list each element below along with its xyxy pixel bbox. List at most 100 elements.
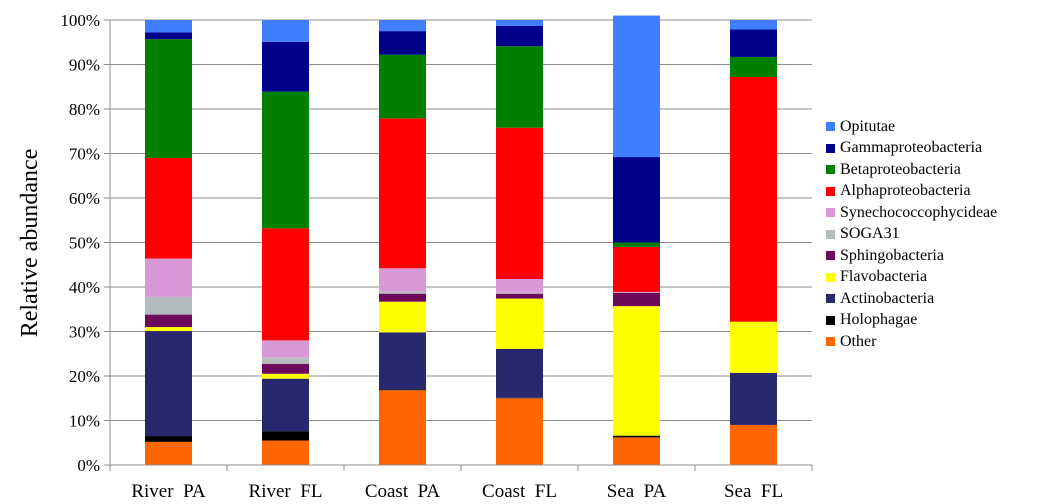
- x-category-labels: River PA River FL Coast PA Coast FL Sea PA Se…: [131, 481, 783, 502]
- legend-swatch: [826, 337, 835, 346]
- grid-lines: [110, 20, 812, 421]
- bar-segment-synechococcophycideae: [145, 259, 192, 297]
- bar-segment-holophagae: [613, 436, 660, 438]
- bar-segment-holophagae: [379, 389, 426, 390]
- legend-label: Actinobacteria: [840, 290, 934, 308]
- legend-swatch: [826, 230, 835, 239]
- bar-segment-opitutae: [496, 20, 543, 26]
- bar-segment-soga31: [262, 357, 309, 364]
- x-category-label: River FL: [249, 481, 323, 502]
- bar-segment-gammaproteobacteria: [262, 42, 309, 92]
- y-tick-label: 70%: [69, 145, 100, 164]
- bar-segment-alphaproteobacteria: [496, 128, 543, 279]
- legend-swatch: [826, 251, 835, 260]
- legend-item: Alphaproteobacteria: [826, 181, 997, 203]
- bar-segment-other: [262, 441, 309, 465]
- x-category-label: Sea FL: [724, 481, 783, 502]
- bar-segment-gammaproteobacteria: [379, 31, 426, 55]
- x-category-label: Coast PA: [365, 481, 441, 502]
- x-category-label: Sea PA: [607, 481, 667, 502]
- legend-swatch: [826, 273, 835, 282]
- bar-segment-sphingobacteria: [262, 364, 309, 374]
- y-axis-title: Relative abundance: [17, 149, 43, 338]
- y-tick-label: 40%: [69, 278, 100, 297]
- bar-segment-gammaproteobacteria: [730, 29, 777, 57]
- bar-segment-holophagae: [145, 436, 192, 442]
- bar-segment-alphaproteobacteria: [262, 228, 309, 340]
- y-tick-label: 50%: [69, 234, 100, 253]
- legend-item: SOGA31: [826, 224, 997, 246]
- bar-segment-gammaproteobacteria: [145, 32, 192, 39]
- y-tick-label: 30%: [69, 323, 100, 342]
- legend: Opitutae Gammaproteobacteria Betaproteobac…: [826, 116, 997, 353]
- bar-segment-actinobacteria: [496, 349, 543, 398]
- legend-label: Other: [840, 333, 876, 351]
- bar-segment-betaproteobacteria: [496, 46, 543, 127]
- y-tick-label: 60%: [69, 189, 100, 208]
- y-tick-label: 90%: [69, 56, 100, 75]
- legend-swatch: [826, 316, 835, 325]
- bar-segment-synechococcophycideae: [613, 292, 660, 293]
- legend-label: Alphaproteobacteria: [840, 182, 971, 200]
- bar-segment-synechococcophycideae: [262, 340, 309, 357]
- y-tick-labels: 0% 10% 20% 30% 40% 50% 60% 70% 80% 90% 100%: [60, 11, 100, 475]
- x-category-label: Coast FL: [482, 481, 557, 502]
- legend-label: Flavobacteria: [840, 268, 927, 286]
- bar-segment-opitutae: [145, 20, 192, 32]
- legend-swatch: [826, 294, 835, 303]
- axes: [104, 20, 812, 471]
- y-tick-label: 0%: [77, 456, 100, 475]
- legend-label: SOGA31: [840, 225, 900, 243]
- bar-segment-other: [496, 398, 543, 465]
- bar-segment-opitutae: [613, 16, 660, 158]
- bar-segment-alphaproteobacteria: [613, 247, 660, 292]
- legend-item: Flavobacteria: [826, 267, 997, 289]
- legend-swatch: [826, 165, 835, 174]
- legend-swatch: [826, 144, 835, 153]
- bar-segment-betaproteobacteria: [379, 55, 426, 119]
- bar-segment-gammaproteobacteria: [496, 26, 543, 46]
- legend-swatch: [826, 187, 835, 196]
- legend-item: Betaproteobacteria: [826, 159, 997, 181]
- bar-segment-other: [379, 390, 426, 465]
- bar-segment-synechococcophycideae: [379, 268, 426, 291]
- legend-swatch: [826, 122, 835, 131]
- legend-label: Betaproteobacteria: [840, 161, 961, 179]
- bar-segment-actinobacteria: [730, 373, 777, 425]
- legend-item: Sphingobacteria: [826, 245, 997, 267]
- bar-segment-flavobacteria: [613, 306, 660, 435]
- legend-label: Sphingobacteria: [840, 247, 944, 265]
- legend-item: Actinobacteria: [826, 288, 997, 310]
- legend-swatch: [826, 208, 835, 217]
- bar-segment-soga31: [496, 293, 543, 294]
- y-tick-label: 10%: [69, 412, 100, 431]
- legend-item: Holophagae: [826, 310, 997, 332]
- bar-segment-opitutae: [379, 20, 426, 31]
- bar-segment-actinobacteria: [145, 331, 192, 436]
- legend-label: Holophagae: [840, 311, 917, 329]
- legend-item: Synechococcophycideae: [826, 202, 997, 224]
- bar-segment-other: [730, 425, 777, 465]
- bar-segment-sphingobacteria: [379, 294, 426, 302]
- bar-segment-gammaproteobacteria: [613, 157, 660, 242]
- bar-segment-other: [145, 442, 192, 465]
- bar-segment-flavobacteria: [145, 327, 192, 331]
- bar-segment-opitutae: [262, 20, 309, 42]
- bar-segment-other: [613, 437, 660, 465]
- bar-segment-flavobacteria: [730, 322, 777, 373]
- bar-segment-betaproteobacteria: [730, 57, 777, 77]
- legend-label: Gammaproteobacteria: [840, 139, 982, 157]
- bar-segment-alphaproteobacteria: [379, 118, 426, 268]
- legend-label: Synechococcophycideae: [840, 204, 997, 222]
- legend-item: Gammaproteobacteria: [826, 138, 997, 160]
- bar-segment-flavobacteria: [262, 374, 309, 379]
- bar-segment-betaproteobacteria: [145, 39, 192, 158]
- bar-segment-synechococcophycideae: [496, 279, 543, 293]
- y-tick-label: 100%: [60, 11, 100, 30]
- bar-segment-soga31: [145, 297, 192, 315]
- bar-segment-actinobacteria: [379, 332, 426, 389]
- bar-segment-betaproteobacteria: [613, 243, 660, 247]
- y-tick-label: 20%: [69, 367, 100, 386]
- legend-item: Opitutae: [826, 116, 997, 138]
- bar-segment-actinobacteria: [262, 379, 309, 432]
